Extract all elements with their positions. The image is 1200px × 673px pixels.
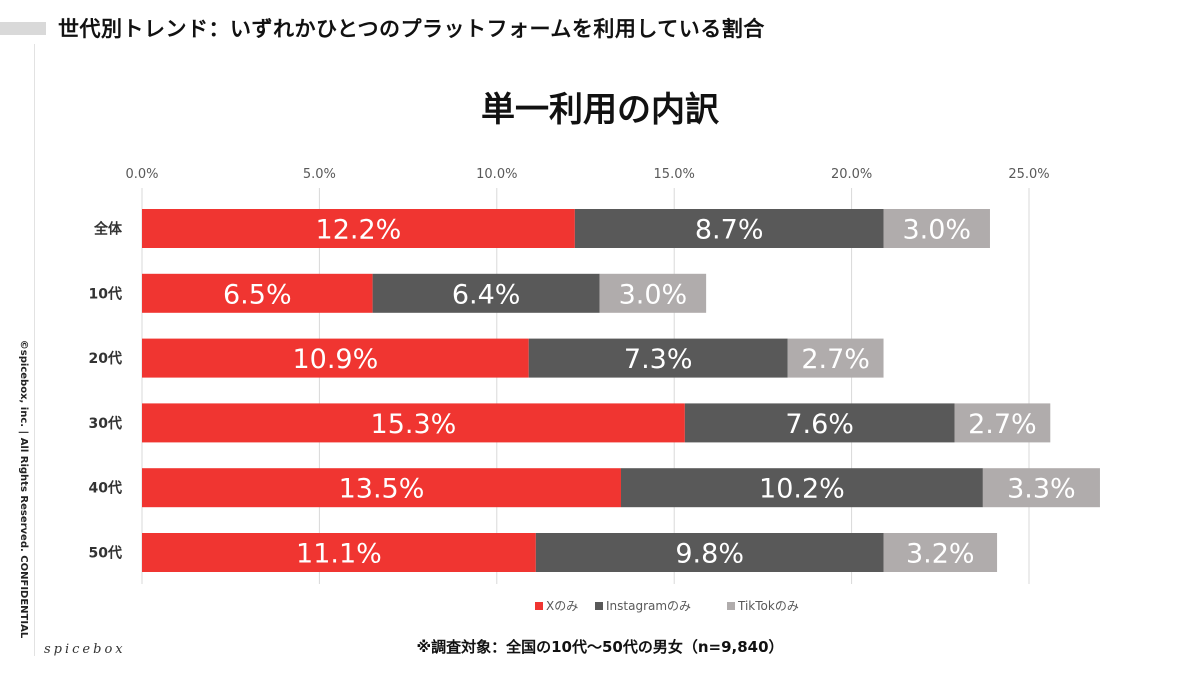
x-tick-label: 15.0% [654,167,695,182]
category-label: 10代 [89,285,122,302]
x-tick-label: 10.0% [476,167,517,182]
category-label: 30代 [89,415,122,432]
category-label: 全体 [93,221,123,238]
sidebar-divider [34,44,35,656]
header-accent-bar [0,22,46,35]
x-tick-label: 5.0% [303,167,336,182]
x-tick-label: 0.0% [125,167,158,182]
data-label: 12.2% [316,215,402,246]
x-tick-label: 25.0% [1008,167,1049,182]
bar-segment [142,273,373,313]
bar-segment [574,209,884,248]
bar-segment [599,273,707,313]
category-label: 20代 [89,350,122,367]
data-label: 2.7% [968,409,1037,440]
bar-segment [982,468,1100,508]
data-label: 6.5% [223,279,292,310]
bar-segment [954,403,1051,443]
data-label: 10.9% [292,344,378,375]
legend-label: TikTokのみ [737,599,799,613]
legend-swatch [727,602,735,610]
legend-swatch [595,602,603,610]
data-label: 9.8% [675,539,744,570]
bar-segment [787,338,884,378]
data-label: 7.3% [624,344,693,375]
x-tick-label: 20.0% [831,167,872,182]
bar-segment [142,209,575,248]
category-label: 50代 [89,545,122,562]
chart-title: 単一利用の内訳 [481,90,719,130]
bar-segment [142,468,621,508]
bar-segment [142,533,536,572]
bar-segment [535,533,884,572]
data-label: 2.7% [801,344,870,375]
data-label: 6.4% [452,279,521,310]
data-label: 11.1% [296,539,382,570]
bar-segment [142,338,529,378]
data-label: 7.6% [785,409,854,440]
data-label: 13.5% [339,474,425,505]
legend-swatch [535,602,543,610]
bar-segment [620,468,983,508]
bar-segment [883,533,998,572]
data-label: 10.2% [759,474,845,505]
legend-label: Xのみ [546,599,578,613]
bar-segment [684,403,955,443]
data-label: 3.3% [1007,474,1076,505]
spicebox-logo: spicebox [44,642,126,657]
bar-segment [883,209,990,248]
bar-segment [372,273,600,313]
survey-footnote: ※調査対象：全国の10代〜50代の男女（n=9,840） [416,638,784,656]
page-title: 世代別トレンド：いずれかひとつのプラットフォームを利用している割合 [58,17,765,41]
bar-segment [528,338,788,378]
category-label: 40代 [89,480,122,497]
data-label: 8.7% [695,215,764,246]
data-label: 3.2% [906,539,975,570]
bar-segment [142,403,685,443]
data-label: 3.0% [902,215,971,246]
data-label: 3.0% [619,279,688,310]
legend-label: Instagramのみ [606,599,691,613]
data-label: 15.3% [371,409,457,440]
